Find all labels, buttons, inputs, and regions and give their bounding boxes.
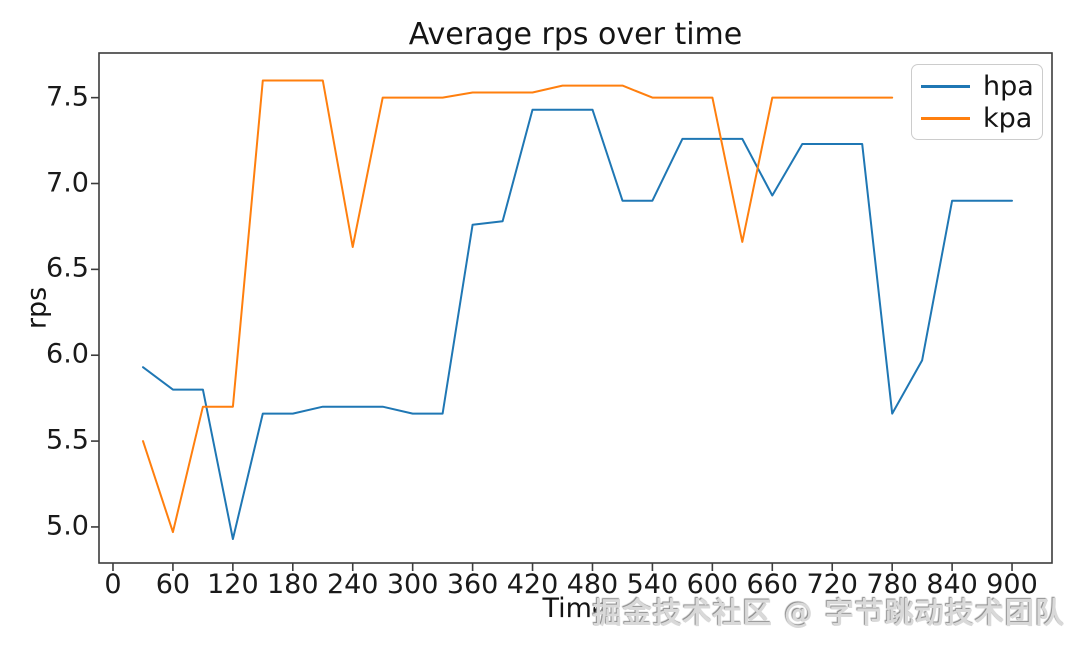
x-tick-label: 60: [155, 569, 191, 600]
x-tick-label: 540: [626, 569, 679, 600]
legend-entry-kpa: kpa: [921, 105, 1042, 132]
x-tick-label: 480: [566, 569, 619, 600]
x-tick-label: 420: [506, 569, 559, 600]
axes-frame: [98, 52, 1053, 564]
x-tick-label: 120: [207, 569, 259, 600]
legend-label-hpa: hpa: [983, 70, 1034, 102]
kpa-line: [142, 79, 894, 534]
chart-title: Average rps over time: [408, 17, 743, 52]
x-tick-label: 840: [926, 569, 978, 600]
y-tick-label: 6.5: [46, 252, 89, 284]
legend-label-kpa: kpa: [983, 102, 1033, 134]
x-tick-label: 660: [746, 569, 799, 600]
y-tick-label: 7.0: [46, 166, 89, 198]
x-tick-label: 360: [446, 569, 499, 600]
x-tick-label: 0: [104, 569, 122, 600]
x-tick-label: 300: [386, 569, 439, 600]
hpa-line: [142, 108, 1013, 540]
x-tick-label: 720: [806, 569, 858, 600]
watermark: 掘金技术社区 @ 字节跳动技术团队: [592, 596, 1065, 630]
y-tick-label: 7.5: [46, 80, 89, 112]
y-axis-label: rps: [21, 286, 53, 330]
legend-entry-hpa: hpa: [921, 73, 1042, 100]
y-tick-label: 6.0: [46, 338, 89, 370]
legend: hpa kpa: [911, 64, 1043, 140]
x-tick-label: 240: [326, 569, 379, 600]
x-tick-label: 900: [986, 569, 1038, 600]
y-tick-label: 5.5: [46, 424, 89, 456]
hpa-line-sample: [921, 84, 970, 88]
y-tick-label: 5.0: [46, 510, 89, 542]
x-tick-label: 600: [686, 569, 739, 600]
x-tick-label: 780: [866, 569, 918, 600]
x-tick-label: 180: [267, 569, 319, 600]
x-axis-label: Time: [542, 593, 609, 624]
kpa-line-sample: [921, 116, 970, 120]
